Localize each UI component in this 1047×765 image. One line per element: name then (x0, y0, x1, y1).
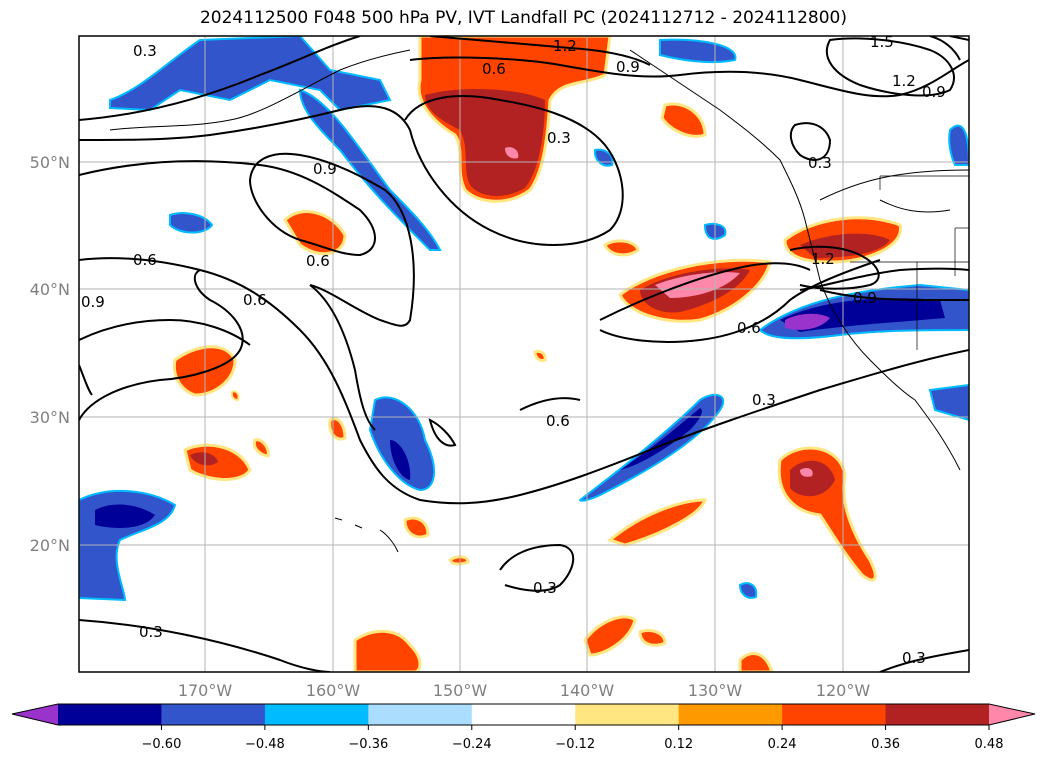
colorbar-segment (782, 704, 887, 725)
contour-label: 0.9 (313, 160, 337, 178)
lon-label: 150°W (433, 681, 488, 700)
contour-label: 0.3 (133, 42, 157, 60)
map-plot-area: 0.3 1.2 0.9 0.6 1.5 1.2 0.9 0.3 0.3 0.9 … (79, 33, 969, 672)
lon-label: 170°W (178, 681, 233, 700)
contour-label: 0.9 (616, 58, 640, 76)
contour-label: 1.2 (553, 37, 577, 55)
colorbar-left-extension (12, 704, 58, 725)
lon-label: 140°W (560, 681, 615, 700)
contour-label: 1.2 (892, 72, 916, 90)
lat-label: 50°N (30, 153, 70, 172)
lon-label: 130°W (688, 681, 743, 700)
contour-label: 0.6 (243, 291, 267, 309)
contour-label: 0.6 (306, 252, 330, 270)
colorbar-segment (885, 704, 990, 725)
contour-label: 0.6 (737, 319, 761, 337)
colorbar-tick-label: 0.36 (871, 737, 900, 752)
contour-label: 0.3 (139, 623, 163, 641)
colorbar-segment (368, 704, 473, 725)
map-frame (78, 35, 970, 673)
colorbar-tick-label: 0.24 (768, 737, 797, 752)
pv-contour-labels: 0.3 1.2 0.9 0.6 1.5 1.2 0.9 0.3 0.3 0.9 … (81, 33, 946, 667)
colorbar-tick-label: −0.36 (348, 737, 388, 752)
contour-label: 0.9 (81, 293, 105, 311)
colorbar-tick-label: −0.12 (555, 737, 595, 752)
colorbar-segment (678, 704, 783, 725)
colorbar-segment (58, 704, 162, 725)
longitude-labels: 170°W 160°W 150°W 140°W 130°W 120°W (178, 681, 871, 700)
colorbar-segment (575, 704, 680, 725)
colorbar-segment (471, 704, 576, 725)
colorbar-tick-label: −0.60 (142, 737, 182, 752)
contour-label: 0.9 (853, 289, 877, 307)
colorbar-tick-label: 0.48 (975, 737, 1004, 752)
colorbar-right-extension (989, 704, 1035, 725)
contour-label: 0.3 (808, 154, 832, 172)
contour-label: 0.6 (482, 60, 506, 78)
colorbar-segment (161, 704, 266, 725)
contour-label: 1.2 (811, 250, 835, 268)
colorbar-tick-label: 0.12 (664, 737, 693, 752)
pv-contours (79, 36, 969, 672)
lon-label: 120°W (816, 681, 871, 700)
map-title: 2024112500 F048 500 hPa PV, IVT Landfall… (199, 8, 847, 28)
contour-label: 0.3 (547, 129, 571, 147)
contour-label: 0.6 (133, 251, 157, 269)
lat-label: 40°N (30, 280, 70, 299)
latitude-labels: 50°N 40°N 30°N 20°N (30, 153, 70, 555)
contour-label: 1.5 (870, 33, 894, 51)
contour-label: 0.3 (902, 649, 926, 667)
lat-label: 30°N (30, 408, 70, 427)
colorbar: −0.60 −0.48 −0.36 −0.24 −0.12 0.12 0.24 0.36 0.4… (11, 703, 1036, 752)
positive-anomaly-fills (172, 36, 902, 672)
colorbar-segment (264, 704, 369, 725)
lon-label: 160°W (306, 681, 361, 700)
colorbar-tick-label: −0.24 (452, 737, 492, 752)
contour-label: 0.3 (533, 579, 557, 597)
colorbar-outline (11, 703, 1036, 726)
negative-anomaly-fills (79, 36, 969, 602)
contour-label: 0.6 (546, 412, 570, 430)
contour-label: 0.3 (752, 391, 776, 409)
colorbar-tick-label: −0.48 (245, 737, 285, 752)
lat-label: 20°N (30, 536, 70, 555)
contour-label: 0.9 (922, 83, 946, 101)
